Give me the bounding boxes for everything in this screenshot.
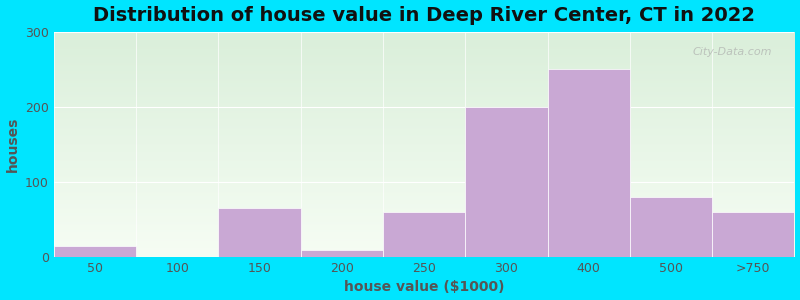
Bar xyxy=(630,197,712,257)
Bar xyxy=(712,212,794,257)
X-axis label: house value ($1000): house value ($1000) xyxy=(344,280,504,294)
Text: City-Data.com: City-Data.com xyxy=(693,47,772,57)
Y-axis label: houses: houses xyxy=(6,117,19,172)
Bar xyxy=(301,250,383,257)
Bar xyxy=(54,246,136,257)
Title: Distribution of house value in Deep River Center, CT in 2022: Distribution of house value in Deep Rive… xyxy=(93,6,755,25)
Bar xyxy=(466,107,547,257)
Bar xyxy=(218,208,301,257)
Bar xyxy=(547,69,630,257)
Bar xyxy=(383,212,466,257)
